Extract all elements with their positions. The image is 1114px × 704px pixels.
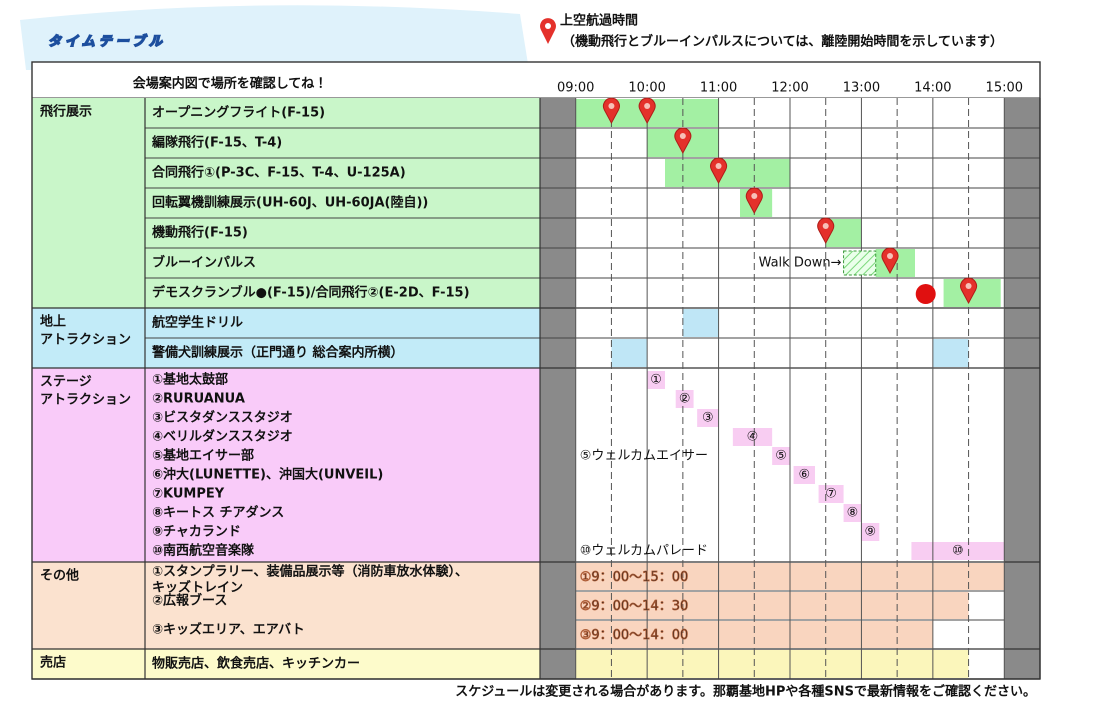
grey-column (540, 98, 576, 679)
section-name: ステージ (40, 375, 92, 390)
row-label: 編隊飛行(F-15、T-4) (151, 135, 282, 151)
time-label: 14:00 (914, 81, 951, 96)
stage-marker: ⑨ (865, 525, 877, 540)
stage-label: ⑤基地エイサー部 (152, 448, 254, 464)
stage-slot (843, 504, 862, 522)
row-label: 合同飛行①(P-3C、F-15、T-4、U-125A) (152, 165, 406, 181)
time-label: 12:00 (771, 81, 808, 96)
layer-foreground: 09:00 10:00 11:00 12:00 13:00 14:00 15:00 飛行展示 オ… (39, 81, 1023, 672)
row-label: デモスクランブル●(F-15)/合同飛行②(E-2D、F-15) (152, 285, 470, 301)
footer-note: スケジュールは変更される場合があります。那覇基地HPや各種SNSで最新情報をご確… (455, 684, 1036, 700)
section-name: その他 (40, 568, 79, 584)
pin-legend: 上空航過時間 (560, 13, 638, 29)
stage-label: ④ベリルダンススタジオ (152, 429, 293, 445)
stage-marker: ② (679, 392, 691, 407)
table-border (31, 61, 1041, 680)
stage-slot (697, 409, 719, 427)
map-note: 会場案内図で場所を確認してね！ (133, 76, 328, 92)
title-swoosh (20, 5, 528, 70)
section-name: 売店 (40, 655, 66, 671)
time-label: 15:00 (986, 81, 1023, 96)
section-background (32, 368, 540, 562)
stage-label: ⑥沖大(LUNETTE)、沖国大(UNVEIL) (152, 467, 383, 483)
stage-note: ⑩ウェルカムパレード (580, 544, 708, 559)
flyover-pin (745, 187, 763, 215)
flyover-pin (817, 217, 835, 245)
row-label: 物販売店、飲食売店、キッチンカー (152, 656, 360, 672)
row-label: ブルーインパルス (152, 255, 256, 271)
row-label: ③キッズエリア、エアバト (152, 622, 305, 638)
section-name: アトラクション (40, 393, 131, 408)
stage-label: ③ビスタダンススタジオ (152, 410, 293, 426)
stage-label: ⑧キートス チアダンス (152, 505, 284, 521)
row-label: 航空学生ドリル (152, 315, 243, 331)
row-label: ②広報ブース (152, 593, 227, 609)
title: タイムテーブル (48, 34, 166, 50)
stage-marker: ⑤ (775, 449, 787, 464)
bar-label: ②9：00～14：30 (580, 599, 689, 614)
scramble-dot (915, 284, 936, 304)
section-background (32, 98, 540, 308)
time-bar (932, 339, 969, 367)
stage-slot (647, 371, 665, 389)
flyover-pin (602, 97, 620, 125)
row-label: 回転翼機訓練展示(UH-60J、UH-60JA(陸自)) (152, 195, 428, 211)
bar-label: ③9：00～14：00 (580, 628, 689, 643)
row-label: キッズトレイン (152, 580, 243, 596)
time-bar (682, 309, 719, 337)
stage-marker: ⑦ (825, 487, 837, 502)
stage-marker: ④ (747, 430, 759, 445)
stage-label: ⑨チャカランド (152, 525, 241, 540)
section-background (32, 649, 540, 679)
stage-slot (911, 542, 1005, 560)
time-bar (575, 592, 969, 619)
section-name: 地上 (40, 314, 66, 330)
grey-column (1004, 98, 1040, 679)
flyover-pin (638, 97, 656, 125)
layer-grid (31, 61, 1041, 680)
bar-label: ①9：00～15：00 (580, 570, 689, 585)
row-label: 機動飛行(F-15) (152, 225, 248, 241)
time-label: 10:00 (628, 81, 665, 96)
stage-marker: ⑩ (952, 544, 964, 559)
row-label: ①スタンプラリー、装備品展示等（消防車放水体験）、 (152, 564, 468, 580)
flyover-pin (881, 247, 899, 275)
stage-marker: ③ (702, 411, 714, 426)
time-bar (575, 650, 969, 678)
pin-legend-icon (540, 18, 556, 44)
flyover-pin (710, 157, 728, 185)
row-label: 警備犬訓練展示（正門通り 総合案内所横） (151, 345, 404, 361)
flyover-pin (674, 127, 692, 155)
section-background (32, 562, 540, 649)
walk-down-label: Walk Down→ (759, 256, 842, 271)
stage-label: ②RURUANUA (152, 392, 245, 407)
stage-label: ⑩南西航空音楽隊 (152, 543, 255, 559)
time-bar (665, 159, 790, 187)
section-name: アトラクション (40, 333, 131, 348)
time-label: 09:00 (557, 81, 594, 96)
flyover-pin (960, 277, 978, 305)
stage-slot (861, 523, 880, 541)
stage-label: ①基地太鼓部 (152, 372, 228, 388)
stage-label: ⑦KUMPEY (152, 487, 225, 502)
stage-note: ⑤ウェルカムエイサー (580, 449, 708, 464)
stage-slot (818, 485, 844, 503)
time-label: 13:00 (843, 81, 880, 96)
walk-down-bar (843, 250, 877, 276)
stage-slot (793, 466, 815, 484)
stage-slot (732, 428, 773, 446)
stage-marker: ① (650, 373, 662, 388)
time-bar (611, 339, 648, 367)
time-label: 11:00 (700, 81, 737, 96)
pin-note: （機動飛行とブルーインパルスについては、離陸開始時間を示しています） (562, 34, 1003, 50)
stage-slot (772, 447, 790, 465)
section-name: 飛行展示 (39, 104, 92, 120)
stage-marker: ⑥ (798, 468, 810, 483)
stage-slot (675, 390, 694, 408)
stage-marker: ⑧ (847, 506, 859, 521)
row-label: オープニングフライト(F-15) (152, 105, 325, 121)
